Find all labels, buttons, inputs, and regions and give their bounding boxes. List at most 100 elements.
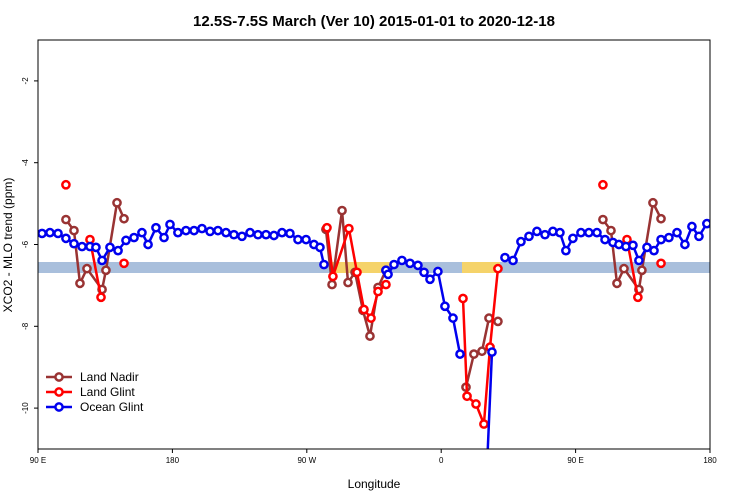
data-point: [592, 227, 602, 238]
data-point: [337, 205, 347, 216]
data-point: [344, 223, 354, 234]
data-point: [213, 225, 223, 236]
y-tick-label: -4: [21, 159, 30, 167]
data-point: [469, 349, 479, 359]
data-point: [328, 271, 338, 282]
data-point: [322, 222, 332, 233]
data-point: [598, 179, 608, 190]
data-point: [61, 233, 71, 244]
data-point: [277, 227, 287, 238]
legend-marker: [54, 372, 64, 382]
data-point: [119, 258, 129, 269]
data-point: [694, 231, 704, 242]
data-point: [413, 260, 423, 271]
data-point: [680, 239, 690, 250]
data-point: [532, 226, 542, 237]
data-point: [664, 232, 674, 243]
data-point: [383, 269, 393, 280]
data-point: [561, 245, 571, 256]
data-point: [366, 313, 376, 323]
data-point: [38, 228, 47, 239]
data-point: [656, 213, 666, 224]
y-tick-label: -6: [21, 240, 30, 248]
data-point: [69, 238, 79, 249]
data-point: [477, 346, 487, 357]
data-point: [633, 292, 643, 303]
data-point: [606, 225, 616, 236]
data-point: [352, 267, 362, 278]
data-point: [365, 331, 375, 341]
data-point: [487, 347, 497, 357]
x-tick-label: 90 E: [30, 456, 46, 465]
data-point: [500, 252, 510, 263]
data-point: [96, 292, 106, 303]
data-point: [119, 213, 129, 224]
data-point: [425, 274, 435, 285]
data-point: [205, 226, 215, 237]
data-point: [524, 231, 534, 242]
data-point: [448, 313, 458, 323]
data-point: [197, 223, 207, 234]
data-point: [687, 221, 697, 232]
data-point: [77, 241, 87, 252]
legend-marker: [54, 402, 64, 412]
legend-label: Land Nadir: [80, 370, 139, 384]
data-point: [173, 227, 183, 238]
data-point: [440, 301, 450, 312]
data-point: [656, 258, 666, 269]
data-point: [269, 230, 279, 241]
data-point: [471, 399, 481, 409]
y-tick-label: -10: [21, 402, 30, 414]
data-point: [143, 239, 153, 250]
y-tick-label: -2: [21, 77, 30, 85]
data-point: [656, 234, 666, 245]
data-point: [91, 242, 101, 253]
data-point: [359, 304, 369, 315]
data-point: [455, 349, 465, 359]
data-point: [508, 255, 518, 266]
data-point: [327, 279, 337, 290]
data-point: [45, 227, 55, 238]
plot-area: [38, 179, 710, 449]
data-point: [584, 227, 594, 238]
data-point: [75, 278, 85, 289]
series-line: [461, 268, 500, 425]
data-point: [479, 419, 489, 429]
data-point: [458, 293, 468, 304]
data-point: [702, 218, 710, 229]
data-point: [568, 233, 578, 244]
data-point: [113, 245, 123, 256]
x-tick-label: 180: [166, 456, 180, 465]
data-point: [221, 227, 231, 238]
x-tick-label: 0: [439, 456, 444, 465]
data-point: [237, 231, 247, 242]
data-point: [121, 235, 131, 246]
reference-band-highlight: [330, 262, 390, 273]
data-point: [462, 391, 472, 402]
data-point: [672, 227, 682, 238]
data-point: [181, 225, 191, 236]
data-point: [493, 316, 503, 327]
x-tick-label: 180: [703, 456, 717, 465]
data-point: [576, 227, 586, 238]
background-bands: [38, 262, 710, 273]
data-point: [405, 258, 415, 269]
x-tick-label: 90 W: [297, 456, 316, 465]
data-point: [319, 259, 329, 270]
data-point: [129, 232, 139, 243]
data-point: [315, 242, 325, 253]
x-tick-label: 90 E: [567, 456, 583, 465]
reference-band-highlight: [462, 262, 500, 273]
data-point: [516, 236, 526, 247]
data-point: [61, 214, 71, 225]
data-point: [245, 227, 255, 238]
chart-title: 12.5S-7.5S March (Ver 10) 2015-01-01 to …: [193, 13, 555, 30]
data-point: [419, 267, 429, 278]
data-point: [261, 229, 271, 240]
data-point: [97, 255, 107, 266]
data-point: [189, 225, 199, 236]
data-point: [82, 263, 92, 274]
legend-label: Land Glint: [80, 385, 135, 399]
data-point: [381, 279, 391, 290]
